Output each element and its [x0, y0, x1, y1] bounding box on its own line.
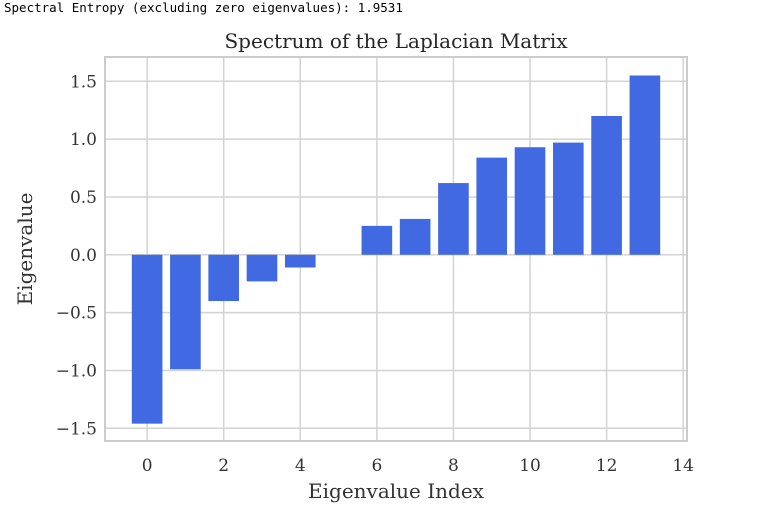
bar [131, 254, 163, 424]
cell-output-text: Spectral Entropy (excluding zero eigenva… [4, 0, 403, 15]
x-tick-label: 4 [295, 456, 306, 476]
bar [208, 254, 240, 302]
plot-frame [104, 56, 688, 442]
bar [246, 254, 278, 282]
y-tick-label: −0.5 [56, 304, 97, 324]
y-tick-label: 0.0 [70, 246, 97, 266]
bar [284, 254, 316, 268]
x-axis-label: Eigenvalue Index [308, 479, 485, 503]
y-tick-label: 1.5 [70, 72, 97, 92]
x-tick-label: 2 [218, 456, 229, 476]
x-tick-label: 6 [371, 456, 382, 476]
y-axis-label: Eigenvalue [13, 193, 37, 306]
y-tick-label: 0.5 [70, 188, 97, 208]
chart-title: Spectrum of the Laplacian Matrix [224, 29, 568, 53]
x-tick-label: 14 [672, 456, 694, 476]
bar [552, 142, 584, 255]
y-tick-label: 1.0 [70, 130, 97, 150]
y-tick-label: −1.0 [56, 361, 97, 381]
x-tick-label: 0 [142, 456, 153, 476]
y-tick-label: −1.5 [56, 419, 97, 439]
bar [170, 254, 201, 370]
x-tick-label: 12 [596, 456, 618, 476]
bar [361, 225, 393, 255]
bar [438, 183, 469, 255]
bars [131, 75, 661, 424]
x-tick-label: 10 [519, 456, 541, 476]
x-tick-label: 8 [448, 456, 459, 476]
bar [514, 147, 546, 255]
bar [399, 218, 431, 255]
bar [591, 115, 622, 255]
bar [476, 157, 508, 255]
tick-labels: 0 2 4 6 8 10 12 14 −1.5 −1.0 −0.5 0.0 0.5 1.0 1.5 [56, 72, 694, 476]
bar [629, 75, 661, 255]
